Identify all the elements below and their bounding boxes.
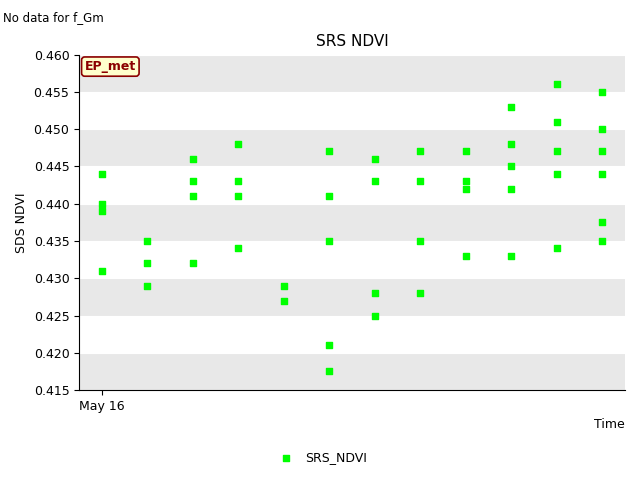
Point — [188, 260, 198, 267]
Point — [506, 163, 516, 170]
Point — [370, 312, 380, 319]
Point — [324, 368, 335, 375]
Point — [324, 148, 335, 156]
Point — [142, 237, 152, 245]
Point — [370, 289, 380, 297]
Point — [415, 237, 426, 245]
Point — [552, 81, 562, 88]
Point — [415, 289, 426, 297]
Point — [506, 252, 516, 260]
Bar — [79, 204, 625, 241]
Point — [552, 148, 562, 156]
Point — [461, 252, 471, 260]
Point — [97, 207, 107, 215]
Point — [370, 178, 380, 185]
Point — [233, 245, 243, 252]
Point — [188, 178, 198, 185]
Bar — [79, 129, 625, 167]
Point — [597, 218, 607, 226]
Point — [461, 148, 471, 156]
Point — [370, 155, 380, 163]
Point — [324, 237, 335, 245]
Point — [233, 140, 243, 148]
Bar — [79, 353, 625, 390]
Point — [597, 88, 607, 96]
Point — [97, 267, 107, 275]
Point — [97, 200, 107, 207]
Point — [415, 178, 426, 185]
Point — [233, 178, 243, 185]
Y-axis label: SDS NDVI: SDS NDVI — [15, 192, 28, 252]
Point — [142, 260, 152, 267]
Bar — [79, 278, 625, 315]
Bar — [79, 55, 625, 92]
Point — [506, 185, 516, 192]
Point — [597, 148, 607, 156]
Point — [188, 192, 198, 200]
Title: SRS NDVI: SRS NDVI — [316, 34, 388, 49]
Point — [597, 170, 607, 178]
Legend: SRS_NDVI: SRS_NDVI — [268, 446, 372, 469]
Point — [415, 148, 426, 156]
Point — [279, 282, 289, 289]
Point — [597, 125, 607, 133]
Point — [324, 342, 335, 349]
Text: EP_met: EP_met — [84, 60, 136, 73]
Point — [279, 297, 289, 304]
Point — [324, 192, 335, 200]
Point — [597, 237, 607, 245]
Point — [461, 185, 471, 192]
Point — [233, 192, 243, 200]
Text: No data for f_Gm: No data for f_Gm — [3, 11, 104, 24]
Point — [97, 170, 107, 178]
Point — [506, 103, 516, 110]
Point — [552, 170, 562, 178]
Point — [506, 140, 516, 148]
X-axis label: Time: Time — [595, 419, 625, 432]
Point — [188, 155, 198, 163]
Point — [142, 282, 152, 289]
Point — [461, 178, 471, 185]
Point — [552, 245, 562, 252]
Point — [552, 118, 562, 125]
